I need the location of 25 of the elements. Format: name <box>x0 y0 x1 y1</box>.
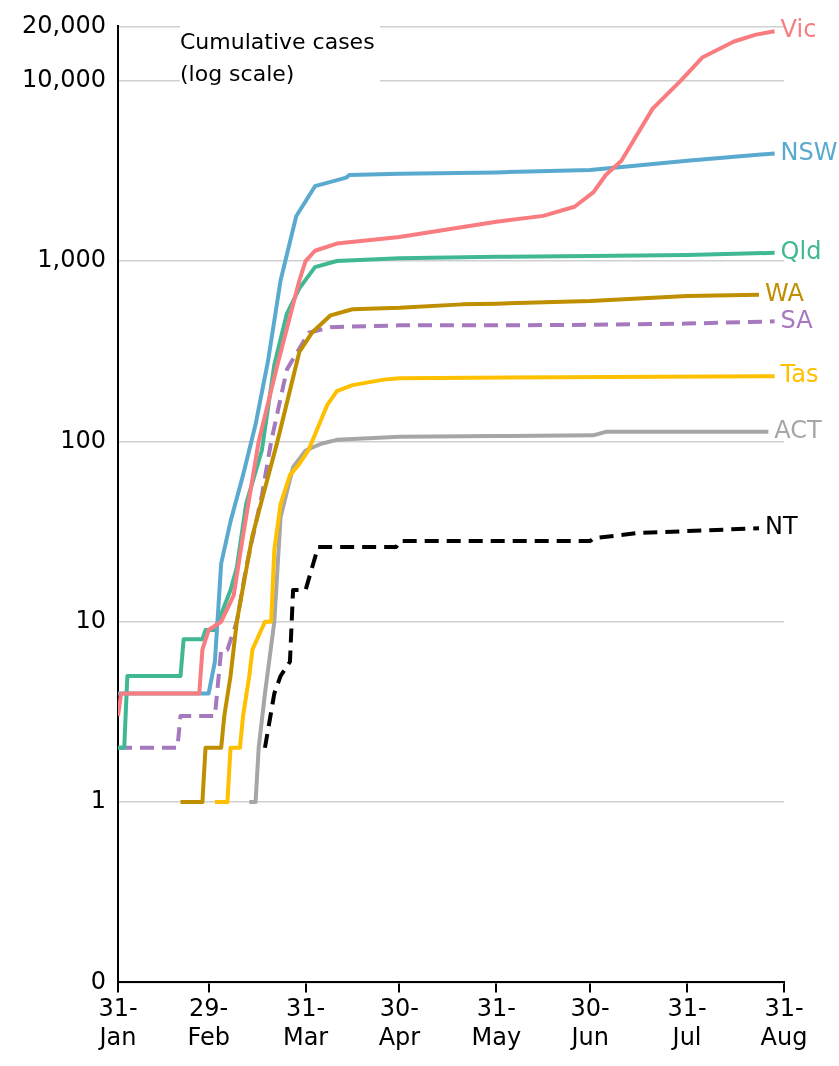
y-tick-label: 10,000 <box>21 64 106 93</box>
series-label: Qld <box>780 237 822 266</box>
x-tick-label: 31-Mar <box>282 994 329 1051</box>
x-tick-label: 31-Aug <box>760 994 808 1051</box>
x-tick-label: 30-Apr <box>378 994 421 1051</box>
line-series <box>262 526 761 750</box>
x-tick-label: 30-Jun <box>569 994 610 1051</box>
y-tick-label: 1,000 <box>37 245 106 274</box>
series-label: WA <box>764 279 805 307</box>
text: Cumulative cases (log scale) <box>180 26 380 90</box>
series-label: SA <box>780 305 814 334</box>
x-tick-label: 31-May <box>471 994 522 1051</box>
x-tick-label: 29-Feb <box>187 994 230 1051</box>
series-label: ACT <box>774 416 823 445</box>
series-label: Vic <box>780 15 817 44</box>
x-tick-label: 31-Jul <box>667 994 707 1051</box>
series-label: NSW <box>780 137 838 166</box>
y-tick-label: 1 <box>90 786 106 815</box>
series-label: Tas <box>779 360 819 389</box>
y-tick-label: 20,000 <box>21 10 106 39</box>
y-tick-label: 0 <box>90 966 106 995</box>
y-tick-label: 100 <box>60 425 106 454</box>
y-tick-label: 10 <box>75 605 106 634</box>
x-tick-label: 31-Jan <box>97 994 138 1051</box>
series-label: NT <box>764 512 798 541</box>
